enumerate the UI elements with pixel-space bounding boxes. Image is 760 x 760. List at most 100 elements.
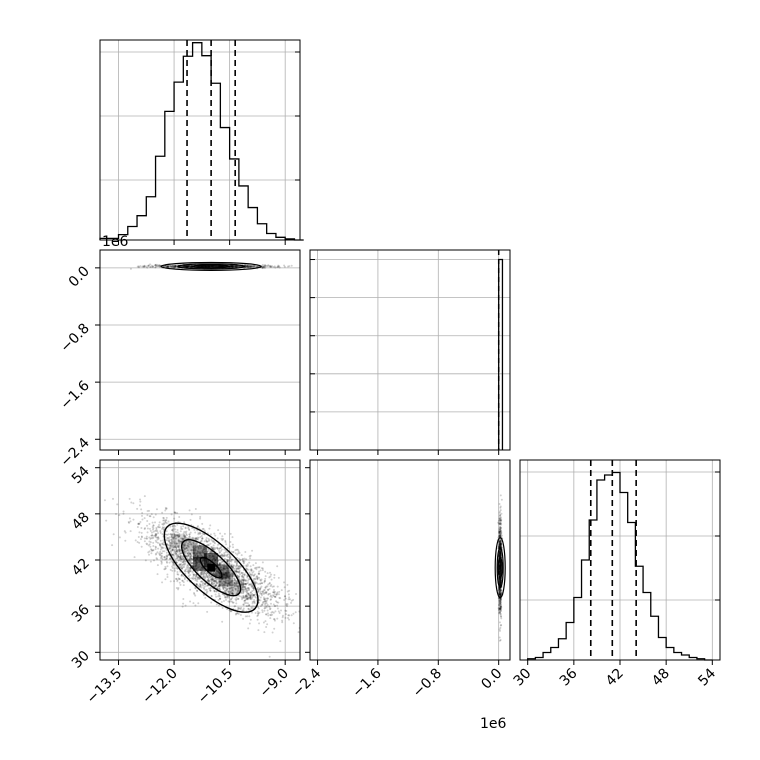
scatter-point [185,265,188,268]
scatter-point [288,596,291,599]
scatter-point [186,265,189,268]
scatter-point [139,521,142,524]
scatter-point [112,533,115,536]
scatter-point [261,267,264,270]
scatter-point [172,265,175,268]
scatter-point [148,527,151,530]
scatter-point [201,265,204,268]
scatter-point [170,265,173,268]
scatter-point [133,556,136,559]
scatter-point [499,612,502,615]
scatter-point [166,573,169,576]
scatter-point [202,265,205,268]
scatter-point [235,602,238,605]
scatter-point [258,570,261,573]
scatter-point [168,264,171,267]
scatter-point [151,521,154,524]
scatter-point [200,265,203,268]
scatter-point [139,538,142,541]
scatter-point [174,265,177,268]
scatter-point [229,555,232,558]
scatter-point [209,575,212,578]
scatter-point [275,593,278,596]
scatter-point [130,501,133,504]
scatter-point [181,528,184,531]
scatter-point [231,536,234,539]
scatter-point [239,265,242,268]
scatter-point [256,575,259,578]
scatter-point [201,537,204,540]
scatter-point [127,521,130,524]
scatter-param1-param3-y-tick-label: 42 [69,556,93,580]
scatter-point [276,617,279,620]
scatter-point [231,264,234,267]
scatter-point [261,266,264,269]
scatter-point [157,547,160,550]
scatter-point [268,605,271,608]
scatter-point [155,532,158,535]
scatter-point [283,581,286,584]
scatter-point [278,596,281,599]
scatter-point [165,551,168,554]
scatter-point [159,545,162,548]
scatter-point [138,266,141,269]
scatter-point [245,588,248,591]
scatter-point [139,498,142,501]
scatter-point [201,265,204,268]
scatter-point [174,266,177,269]
scatter-point [249,565,252,568]
scatter-point [199,584,202,587]
scatter-point [210,595,213,598]
scatter-point [200,265,203,268]
scatter-point [229,532,232,535]
hist-param-2-bars [498,258,504,450]
scatter-point [256,578,259,581]
scatter-point [235,265,238,268]
scatter-point [204,596,207,599]
scatter-point [274,610,277,613]
scatter-point [245,596,248,599]
scatter-point [192,578,195,581]
scatter-point [168,264,171,267]
scatter-point [499,568,502,571]
scatter-point [166,266,169,269]
scatter-point [269,571,272,574]
scatter-point [166,565,169,568]
scatter-point [220,548,223,551]
scatter-point [247,627,250,630]
scatter-point [499,566,502,569]
scatter-point [236,265,239,268]
scatter-point [269,264,272,267]
scatter-point [184,527,187,530]
scatter-point [111,544,114,547]
scatter-point [219,265,222,268]
scatter-point [235,265,238,268]
scatter-point [156,541,159,544]
scatter-point [184,531,187,534]
scatter-point [137,265,140,268]
scatter-point [189,588,192,591]
scatter-point [283,265,286,268]
scatter-param1-param3-points [103,495,301,658]
scatter-point [170,513,173,516]
scatter-point [204,265,207,268]
scatter-point [171,548,174,551]
scatter-point [195,583,198,586]
scatter-point [233,265,236,268]
scatter-point [216,548,219,551]
scatter-point [152,541,155,544]
scatter-point [230,264,233,267]
scatter-point [267,614,270,617]
scatter-point [283,586,286,589]
scatter-param1-param3-y-tick-label: 48 [69,509,93,533]
scatter-point [256,618,259,621]
scatter-point [198,577,201,580]
scatter-point [185,265,188,268]
scatter-point [248,561,251,564]
scatter-point [161,511,164,514]
scatter-point [189,600,192,603]
scatter-point [244,264,247,267]
scatter-point [167,533,170,536]
scatter-point [235,548,238,551]
scatter-point [205,584,208,587]
